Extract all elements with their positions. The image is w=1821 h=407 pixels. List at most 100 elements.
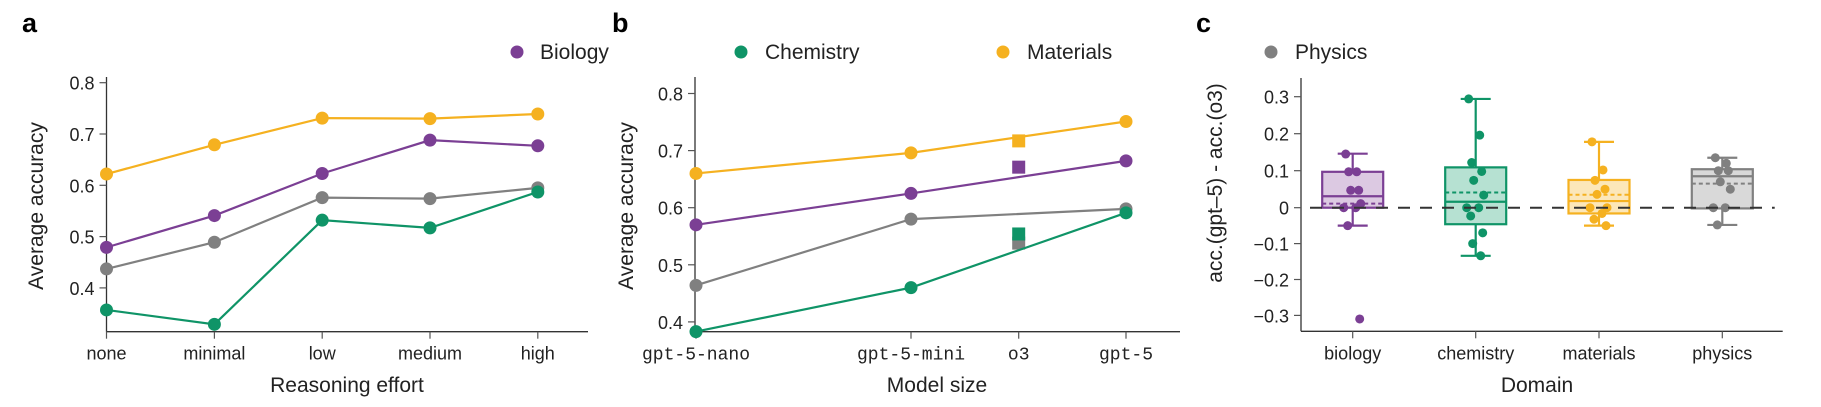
data-point-chemistry-high	[531, 185, 545, 199]
data-point-materials-gpt-5-mini	[904, 146, 918, 160]
data-point-materials	[1600, 184, 1610, 194]
series-line-chemistry	[695, 211, 1127, 333]
series-materials	[100, 107, 545, 181]
y-tick-label: 0.4	[658, 313, 683, 333]
data-point-physics	[1712, 220, 1722, 230]
panel-label-b: b	[612, 8, 629, 38]
data-point-biology-minimal	[207, 209, 221, 223]
data-point-chemistry	[1468, 239, 1478, 249]
panel-b-model-size: 0.4 0.5 0.6 0.7 0.8 gpt-5-nano gpt-5-mini o3 gpt…	[615, 77, 1180, 397]
y-tick-label: 0.1	[1264, 162, 1289, 182]
y-tick-label: 0.5	[658, 256, 683, 276]
data-point-materials-medium	[423, 112, 437, 126]
legend-item-physics: Physics	[1264, 41, 1367, 64]
series-chemistry	[100, 185, 545, 331]
data-point-chemistry-medium	[423, 221, 437, 235]
panel-c-domain-difference: −0.3 −0.2 −0.1 0 0.1 0.2 0.3 biology chemistry ma…	[1204, 78, 1783, 397]
data-point-materials-gpt-5	[1119, 114, 1133, 128]
x-tick-label: chemistry	[1437, 343, 1514, 363]
legend-item-biology: Biology	[510, 41, 609, 64]
data-point-materials	[1590, 175, 1600, 185]
y-tick-label: 0.6	[658, 199, 683, 219]
legend-label-physics: Physics	[1295, 41, 1367, 64]
data-point-chemistry-minimal	[207, 317, 221, 331]
y-tick-label: 0.5	[69, 228, 94, 248]
legend-item-materials: Materials	[996, 41, 1112, 64]
panel-a-x-axis-title: Reasoning effort	[270, 374, 424, 397]
legend-label-biology: Biology	[540, 41, 609, 64]
panel-label-a: a	[22, 8, 38, 38]
data-point-physics-gpt-5-mini	[904, 212, 918, 226]
panel-a-axes: 0.4 0.5 0.6 0.7 0.8 none minimal low medium high	[69, 74, 588, 364]
data-point-biology	[1343, 221, 1353, 231]
data-point-chemistry	[1469, 175, 1479, 185]
legend-label-materials: Materials	[1027, 41, 1112, 64]
legend-marker-materials	[996, 45, 1010, 59]
legend-marker-physics	[1264, 45, 1278, 59]
panel-b-x-axis-title: Model size	[887, 374, 987, 397]
y-tick-label: 0.7	[69, 125, 94, 145]
data-point-chemistry-none	[100, 303, 113, 317]
panel-c-y-axis-title: acc.(gpt–5) - acc.(o3)	[1204, 83, 1227, 283]
data-point-biology-none	[100, 240, 113, 254]
data-point-materials	[1601, 221, 1611, 231]
series-materials	[689, 114, 1133, 180]
panel-a-series	[100, 107, 545, 331]
data-point-chemistry	[1474, 203, 1484, 213]
data-point-materials	[1592, 189, 1602, 199]
data-point-materials-none	[100, 167, 113, 181]
x-tick-label: gpt-5-nano	[642, 346, 750, 366]
y-tick-label: 0.8	[69, 74, 94, 94]
data-square-chemistry-o3	[1012, 227, 1026, 241]
data-point-materials-gpt-5-nano	[689, 166, 703, 180]
data-point-biology	[1346, 185, 1356, 195]
data-point-biology	[1354, 185, 1364, 195]
data-point-biology	[1352, 167, 1362, 177]
data-point-physics-low	[315, 191, 329, 205]
y-tick-label: −0.3	[1253, 306, 1289, 326]
data-point-biology	[1344, 167, 1354, 177]
y-tick-label: 0.8	[658, 85, 683, 105]
box-physics	[1690, 153, 1754, 230]
box-chemistry	[1444, 94, 1508, 261]
data-point-physics-none	[100, 262, 113, 276]
data-point-biology	[1355, 314, 1365, 324]
y-tick-label: 0.2	[1264, 125, 1289, 145]
series-line-chemistry	[106, 190, 539, 326]
box-iqr	[1444, 166, 1508, 226]
data-point-physics	[1713, 166, 1723, 176]
data-point-physics	[1710, 153, 1720, 163]
x-tick-label: minimal	[183, 344, 245, 364]
panel-b-axes: 0.4 0.5 0.6 0.7 0.8 gpt-5-nano gpt-5-mini o3 gpt…	[642, 77, 1180, 366]
x-tick-label: biology	[1324, 343, 1381, 363]
x-tick-label: medium	[398, 344, 462, 364]
data-point-physics	[1723, 166, 1733, 176]
y-tick-label: 0.6	[69, 176, 94, 196]
data-point-biology-gpt-5-mini	[904, 186, 918, 200]
data-point-chemistry-gpt-5-nano	[689, 325, 703, 339]
data-point-chemistry	[1479, 190, 1489, 200]
data-point-biology-gpt-5	[1119, 154, 1133, 168]
x-tick-label: low	[309, 344, 337, 364]
series-biology	[100, 133, 545, 254]
x-tick-label: physics	[1692, 343, 1752, 363]
data-point-materials-minimal	[207, 138, 221, 152]
box-iqr	[1690, 168, 1754, 210]
legend: Biology Chemistry Materials Physics	[510, 41, 1367, 64]
y-tick-label: 0.7	[658, 142, 683, 162]
panel-b-y-axis-title: Average accuracy	[615, 122, 638, 290]
legend-marker-chemistry	[734, 45, 748, 59]
y-tick-label: −0.1	[1253, 235, 1289, 255]
data-point-physics	[1725, 184, 1735, 194]
y-tick-label: −0.2	[1253, 271, 1289, 291]
data-point-chemistry	[1478, 228, 1488, 238]
panel-b-series	[689, 114, 1133, 339]
data-point-physics	[1721, 158, 1731, 168]
data-point-chemistry-low	[315, 213, 329, 227]
data-square-materials-o3	[1012, 134, 1026, 148]
x-tick-label: materials	[1562, 343, 1635, 363]
data-square-biology-o3	[1012, 160, 1026, 174]
data-point-chemistry	[1476, 251, 1486, 261]
